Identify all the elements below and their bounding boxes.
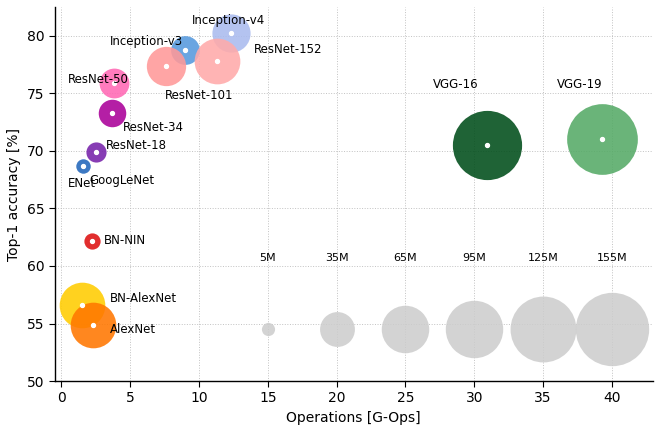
Point — [90, 149, 101, 156]
Point — [108, 79, 119, 86]
Text: BN-NIN: BN-NIN — [104, 234, 147, 247]
Point — [107, 109, 117, 116]
Text: 65M: 65M — [393, 253, 417, 263]
Point — [108, 79, 119, 86]
Text: ResNet-152: ResNet-152 — [254, 43, 323, 56]
Point — [78, 162, 88, 169]
Text: Inception-v3: Inception-v3 — [110, 35, 183, 48]
Text: Inception-v4: Inception-v4 — [192, 14, 265, 27]
Point — [160, 62, 171, 69]
Point — [607, 326, 617, 333]
Point — [225, 30, 236, 37]
Point — [263, 326, 273, 333]
Point — [225, 30, 236, 37]
X-axis label: Operations [G-Ops]: Operations [G-Ops] — [286, 411, 421, 425]
Text: ResNet-18: ResNet-18 — [106, 139, 166, 152]
Point — [469, 326, 479, 333]
Point — [88, 321, 98, 328]
Text: 95M: 95M — [462, 253, 486, 263]
Text: VGG-19: VGG-19 — [557, 78, 603, 91]
Point — [400, 326, 411, 333]
Point — [88, 321, 98, 328]
Text: 35M: 35M — [325, 253, 348, 263]
Point — [86, 237, 97, 244]
Text: 125M: 125M — [527, 253, 558, 263]
Point — [212, 57, 222, 64]
Text: ResNet-34: ResNet-34 — [123, 121, 184, 134]
Point — [331, 326, 342, 333]
Point — [78, 162, 88, 169]
Text: ResNet-50: ResNet-50 — [68, 73, 129, 86]
Point — [180, 46, 191, 53]
Point — [67, 162, 78, 169]
Point — [212, 57, 222, 64]
Y-axis label: Top-1 accuracy [%]: Top-1 accuracy [%] — [7, 127, 21, 260]
Text: VGG-16: VGG-16 — [433, 78, 478, 91]
Text: BN-AlexNet: BN-AlexNet — [110, 292, 177, 305]
Point — [77, 302, 87, 308]
Point — [481, 142, 492, 149]
Point — [86, 237, 97, 244]
Text: 155M: 155M — [597, 253, 627, 263]
Text: ResNet-101: ResNet-101 — [164, 89, 233, 102]
Point — [597, 136, 607, 143]
Point — [160, 62, 171, 69]
Point — [481, 142, 492, 149]
Point — [77, 302, 87, 308]
Point — [597, 136, 607, 143]
Text: ENet: ENet — [68, 177, 96, 190]
Point — [180, 46, 191, 53]
Point — [90, 149, 101, 156]
Point — [538, 326, 548, 333]
Text: 5M: 5M — [259, 253, 276, 263]
Text: AlexNet: AlexNet — [110, 323, 156, 336]
Point — [67, 162, 78, 169]
Point — [107, 109, 117, 116]
Text: GoogLeNet: GoogLeNet — [89, 174, 154, 187]
